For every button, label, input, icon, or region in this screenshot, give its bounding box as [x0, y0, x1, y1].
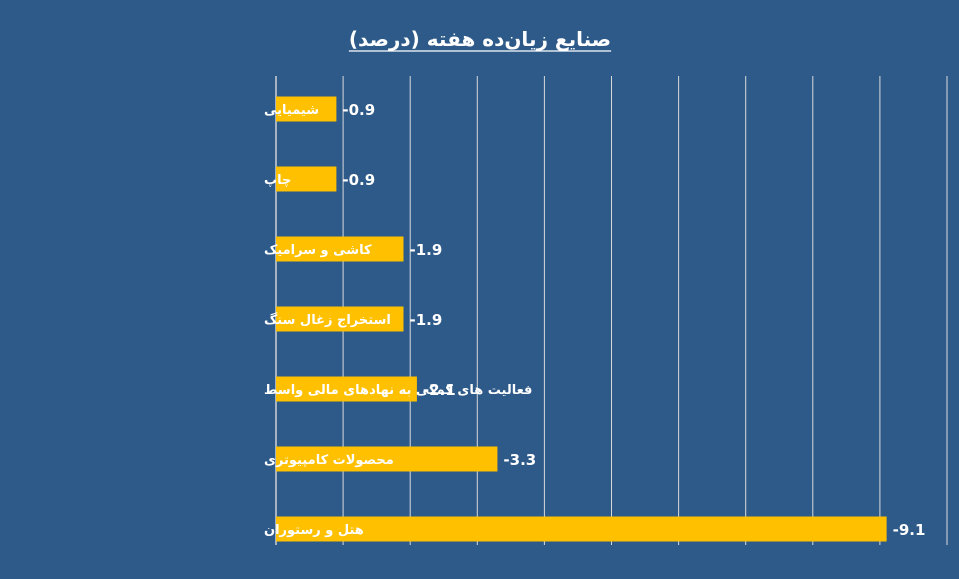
- category-label: محصولات کامپیوتری: [264, 453, 394, 468]
- category-label: استخراج زغال سنگ: [264, 312, 391, 328]
- chart-title: صنایع زیان‌ده هفته (درصد): [349, 27, 611, 51]
- category-label: شیمیایی: [264, 103, 319, 118]
- category-labels: شیمیایی چاپ کاشی و سرامیک استخراج زغال سنگ ف…: [264, 103, 532, 538]
- value-labels: -0.9 -0.9 -1.9 -1.9 -2.1 -3.3 -9.1: [342, 101, 925, 539]
- value-label: -3.3: [503, 451, 536, 469]
- category-label: چاپ: [264, 173, 291, 188]
- bar: [276, 306, 404, 332]
- value-label: -2.1: [423, 381, 456, 399]
- bar: [276, 166, 337, 192]
- bar: [276, 446, 498, 472]
- category-label: کاشی و سرامیک: [264, 243, 372, 258]
- bar: [276, 96, 337, 122]
- bar: [276, 376, 417, 402]
- value-label: -0.9: [342, 101, 375, 119]
- value-label: -1.9: [409, 311, 442, 329]
- bar: [276, 236, 404, 262]
- category-label: فعالیت های کمکی به نهادهای مالی واسط: [264, 383, 532, 398]
- category-label: هتل و رستوران: [264, 523, 364, 538]
- value-label: -9.1: [893, 521, 926, 539]
- bars: [276, 96, 887, 542]
- value-label: -1.9: [409, 241, 442, 259]
- gridlines: [275, 76, 948, 545]
- value-label: -0.9: [342, 171, 375, 189]
- bar: [276, 516, 887, 542]
